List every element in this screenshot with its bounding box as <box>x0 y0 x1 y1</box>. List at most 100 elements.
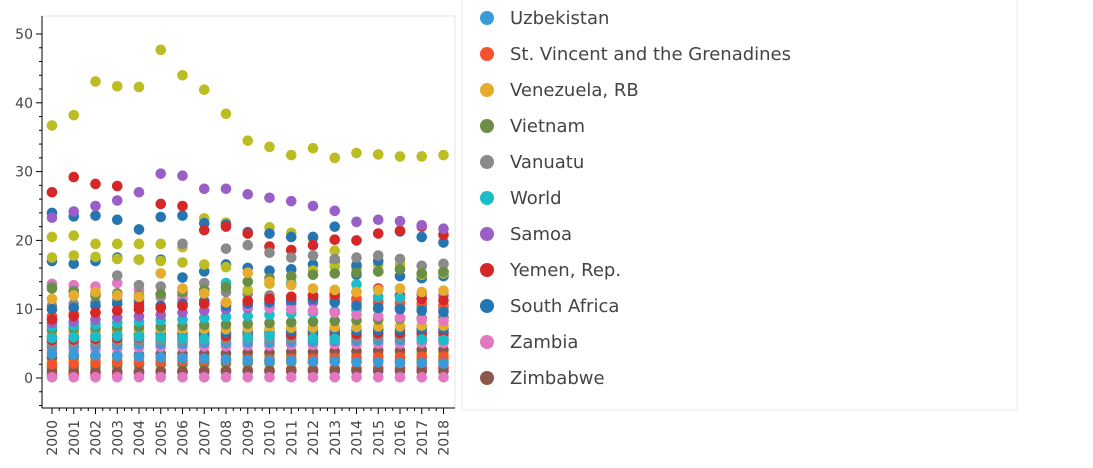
data-point <box>46 252 58 263</box>
data-point <box>242 135 254 146</box>
data-point <box>242 372 254 383</box>
data-point <box>416 231 428 243</box>
data-point <box>264 317 275 329</box>
data-point <box>372 149 384 160</box>
legend-item: Yemen, Rep. <box>480 260 621 281</box>
data-point <box>394 321 406 332</box>
data-point <box>264 372 275 383</box>
data-point <box>351 279 362 290</box>
data-point <box>198 312 210 324</box>
data-point <box>264 247 275 259</box>
x-tick-label: 2003 <box>110 420 126 456</box>
data-point <box>351 267 362 279</box>
data-point <box>177 238 188 250</box>
data-point <box>155 255 167 267</box>
data-point <box>133 224 145 235</box>
data-point <box>133 279 145 291</box>
data-point <box>90 178 101 190</box>
data-point <box>111 350 123 362</box>
legend-label: St. Vincent and the Grenadines <box>510 44 791 65</box>
data-point <box>155 168 167 179</box>
data-point <box>329 315 341 327</box>
data-point <box>177 257 188 268</box>
legend-marker <box>480 155 494 169</box>
data-point <box>242 267 254 279</box>
data-point <box>177 372 188 383</box>
data-point <box>329 333 341 345</box>
data-point <box>177 210 188 221</box>
data-point <box>351 259 362 271</box>
data-point <box>177 300 188 312</box>
data-point <box>329 307 341 318</box>
data-point <box>46 212 58 223</box>
data-point <box>68 206 80 217</box>
data-point <box>307 239 319 251</box>
data-point <box>372 214 384 226</box>
data-point <box>68 332 80 343</box>
data-point <box>351 286 362 298</box>
legend-marker <box>480 227 494 241</box>
x-tick-label: 2013 <box>328 420 344 456</box>
data-point <box>394 151 406 162</box>
data-point <box>177 352 188 364</box>
data-point <box>416 286 428 298</box>
data-point <box>177 283 188 294</box>
legend-marker <box>480 83 494 97</box>
data-point <box>90 349 101 361</box>
data-point <box>307 356 319 367</box>
data-point <box>68 290 80 301</box>
legend-item: South Africa <box>480 296 619 317</box>
data-point <box>90 307 101 318</box>
data-point <box>307 316 319 327</box>
data-point <box>438 294 449 306</box>
legend-item: Uzbekistan <box>480 8 609 29</box>
data-point <box>90 238 101 250</box>
data-point <box>68 310 80 322</box>
data-point <box>155 372 167 383</box>
data-point <box>155 211 167 223</box>
x-tick-label: 2014 <box>350 420 366 456</box>
data-point <box>68 258 80 270</box>
data-point <box>198 372 210 383</box>
data-point <box>46 348 58 360</box>
data-point <box>177 200 188 212</box>
data-point <box>46 332 58 344</box>
data-point <box>220 319 232 330</box>
x-tick-label: 2007 <box>197 420 213 456</box>
data-point <box>416 260 428 272</box>
x-tick-label: 2011 <box>284 420 300 456</box>
x-axis: 2000 2001 2002 2003 2004 2005 2006 2007 2008 2009… <box>42 407 455 456</box>
data-point <box>329 253 341 265</box>
data-point <box>133 331 145 343</box>
data-point <box>394 263 406 275</box>
data-point <box>46 358 58 370</box>
x-tick-label: 2008 <box>219 420 235 456</box>
data-point <box>46 231 58 243</box>
data-point <box>90 76 101 87</box>
data-point <box>155 44 167 56</box>
data-point <box>264 265 275 276</box>
y-tick-label: 10 <box>15 302 33 318</box>
data-point <box>90 372 101 383</box>
data-point <box>220 281 232 293</box>
data-point <box>285 303 297 315</box>
data-point <box>242 354 254 366</box>
legend-marker <box>480 191 494 205</box>
data-point <box>329 356 341 367</box>
data-point <box>68 109 80 121</box>
data-point <box>155 352 167 363</box>
data-point <box>155 288 167 300</box>
data-point <box>68 230 80 241</box>
data-point <box>307 142 319 154</box>
data-point <box>111 277 123 289</box>
data-point <box>111 253 123 265</box>
data-point <box>307 200 319 212</box>
data-point <box>111 305 123 316</box>
data-point <box>90 251 101 263</box>
y-tick-label: 50 <box>15 27 33 43</box>
data-point <box>155 302 167 314</box>
data-point <box>111 180 123 192</box>
data-point <box>133 351 145 362</box>
data-point <box>285 270 297 282</box>
